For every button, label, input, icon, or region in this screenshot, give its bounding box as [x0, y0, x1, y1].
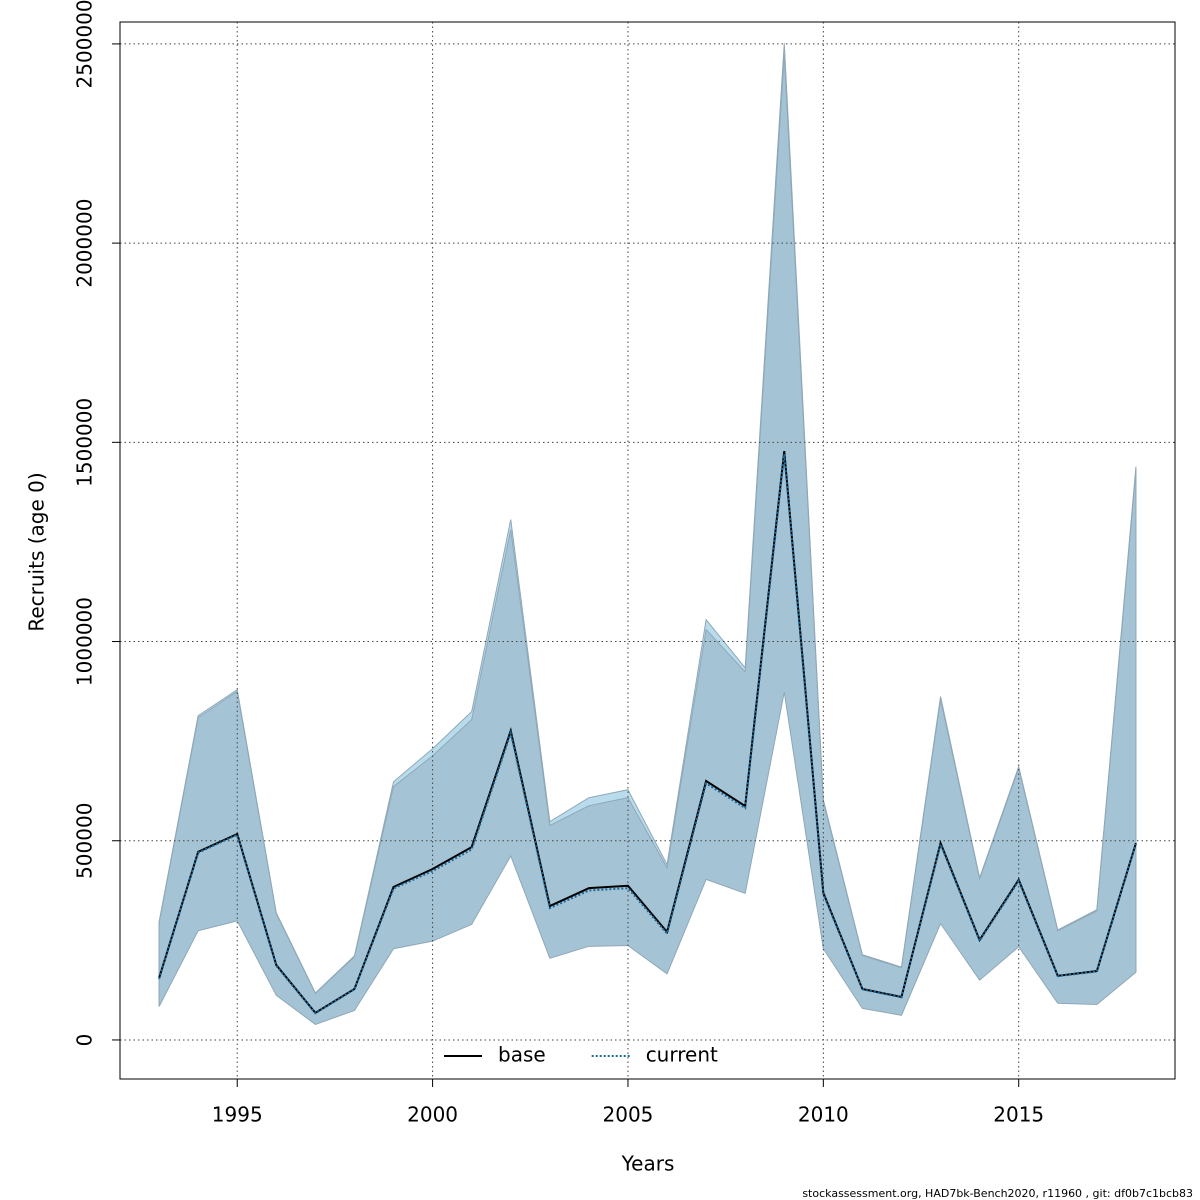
legend-label: current	[646, 1043, 718, 1067]
x-axis-label: Years	[621, 1152, 675, 1176]
y-tick-label: 1000000	[73, 597, 97, 686]
x-tick-label: 2000	[407, 1103, 458, 1127]
grid	[120, 22, 1175, 1079]
bands	[158, 43, 1137, 1025]
y-tick-label: 0	[73, 1034, 97, 1047]
legend-label: base	[498, 1043, 546, 1067]
y-tick-label: 500000	[73, 803, 97, 879]
y-axis-label: Recruits (age 0)	[25, 472, 49, 631]
x-tick-label: 2005	[603, 1103, 654, 1127]
lines	[158, 450, 1137, 1015]
plot-frame	[119, 21, 1176, 1080]
y-tick-label: 2500000	[73, 0, 97, 88]
series-line	[158, 454, 1137, 1015]
y-tick-label: 2000000	[73, 199, 97, 288]
footnote: stockassessment.org, HAD7bk-Bench2020, r…	[802, 1187, 1193, 1200]
x-tick-label: 1995	[212, 1103, 263, 1127]
x-tick-label: 2010	[798, 1103, 849, 1127]
x-tick-label: 2015	[993, 1103, 1044, 1127]
confidence-band	[158, 54, 1137, 1025]
y-tick-label: 1500000	[73, 398, 97, 487]
